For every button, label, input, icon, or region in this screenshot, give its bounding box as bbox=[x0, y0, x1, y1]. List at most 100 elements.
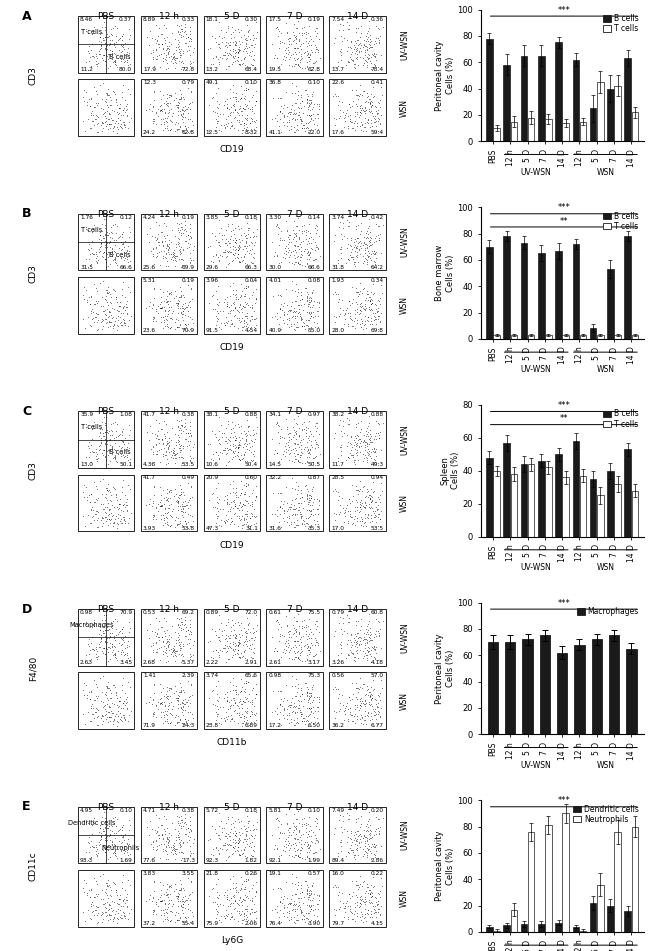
Point bbox=[246, 912, 256, 927]
Point bbox=[305, 300, 315, 315]
Point bbox=[375, 116, 385, 131]
Point bbox=[233, 45, 244, 60]
Point bbox=[332, 286, 343, 301]
Point bbox=[86, 701, 97, 716]
Point bbox=[345, 442, 356, 457]
Point bbox=[148, 874, 159, 889]
Point bbox=[220, 315, 231, 330]
Point bbox=[213, 432, 223, 447]
Point bbox=[364, 831, 374, 846]
Point bbox=[178, 485, 188, 500]
Point bbox=[116, 39, 127, 54]
Point bbox=[175, 515, 185, 531]
Point bbox=[122, 639, 133, 654]
Point bbox=[361, 89, 372, 105]
Point bbox=[102, 634, 112, 650]
Point bbox=[365, 96, 375, 111]
Point bbox=[276, 106, 287, 121]
Point bbox=[361, 86, 372, 101]
Point bbox=[232, 500, 242, 515]
Point bbox=[170, 437, 181, 453]
Point bbox=[336, 42, 346, 57]
Point bbox=[278, 511, 289, 526]
Point bbox=[166, 839, 176, 854]
Point bbox=[183, 322, 193, 338]
Point bbox=[355, 693, 365, 708]
Point bbox=[310, 251, 320, 266]
Point bbox=[332, 690, 343, 706]
Point bbox=[278, 690, 289, 706]
Point bbox=[244, 489, 254, 504]
Point bbox=[293, 692, 304, 708]
Point bbox=[282, 707, 293, 722]
Point bbox=[337, 813, 348, 828]
Bar bbox=[632, 491, 638, 536]
Point bbox=[338, 698, 348, 713]
Point bbox=[360, 635, 370, 650]
Point bbox=[94, 438, 104, 454]
Point bbox=[294, 631, 305, 647]
Point bbox=[358, 453, 368, 468]
Point bbox=[363, 230, 374, 245]
Point bbox=[289, 831, 299, 846]
Point bbox=[185, 623, 196, 638]
Point bbox=[229, 638, 240, 653]
Point bbox=[289, 238, 299, 253]
Text: 4.01: 4.01 bbox=[268, 278, 281, 282]
Point bbox=[240, 121, 251, 136]
Point bbox=[300, 44, 310, 59]
Point bbox=[100, 844, 110, 860]
Point bbox=[226, 624, 237, 639]
Bar bbox=[78, 475, 135, 532]
Point bbox=[239, 117, 250, 132]
Point bbox=[361, 880, 372, 895]
Point bbox=[342, 43, 352, 58]
Point bbox=[171, 50, 181, 66]
Point bbox=[370, 809, 381, 825]
Point bbox=[291, 249, 302, 264]
Point bbox=[360, 640, 370, 655]
Point bbox=[111, 487, 121, 502]
Point bbox=[162, 437, 172, 452]
Point bbox=[348, 120, 359, 135]
Point bbox=[360, 891, 370, 906]
Point bbox=[185, 838, 195, 853]
Point bbox=[170, 708, 181, 723]
Point bbox=[153, 40, 164, 55]
Point bbox=[304, 916, 314, 931]
Point bbox=[350, 456, 360, 471]
Point bbox=[306, 885, 316, 901]
Point bbox=[99, 615, 110, 631]
Point bbox=[347, 888, 358, 903]
Point bbox=[311, 435, 321, 450]
Point bbox=[349, 42, 359, 57]
Point bbox=[213, 891, 223, 906]
Point bbox=[307, 482, 317, 497]
Point bbox=[100, 702, 110, 717]
Point bbox=[311, 501, 322, 516]
Point bbox=[291, 47, 301, 62]
Point bbox=[344, 298, 355, 313]
Point bbox=[174, 831, 185, 846]
Point bbox=[99, 640, 110, 655]
Point bbox=[369, 243, 379, 259]
Point bbox=[91, 444, 101, 459]
Point bbox=[372, 304, 382, 320]
Point bbox=[109, 235, 119, 250]
Point bbox=[291, 56, 302, 71]
Point bbox=[223, 116, 233, 131]
Point bbox=[348, 318, 359, 333]
Point bbox=[302, 87, 313, 102]
Point bbox=[225, 674, 235, 689]
Point bbox=[181, 438, 192, 454]
Point bbox=[278, 888, 289, 903]
Point bbox=[353, 626, 363, 641]
Point bbox=[158, 680, 168, 695]
Point bbox=[211, 106, 222, 121]
Point bbox=[116, 712, 126, 728]
Point bbox=[306, 107, 317, 122]
Point bbox=[157, 234, 168, 249]
Point bbox=[116, 314, 126, 329]
Point bbox=[214, 819, 224, 834]
Point bbox=[116, 880, 127, 895]
